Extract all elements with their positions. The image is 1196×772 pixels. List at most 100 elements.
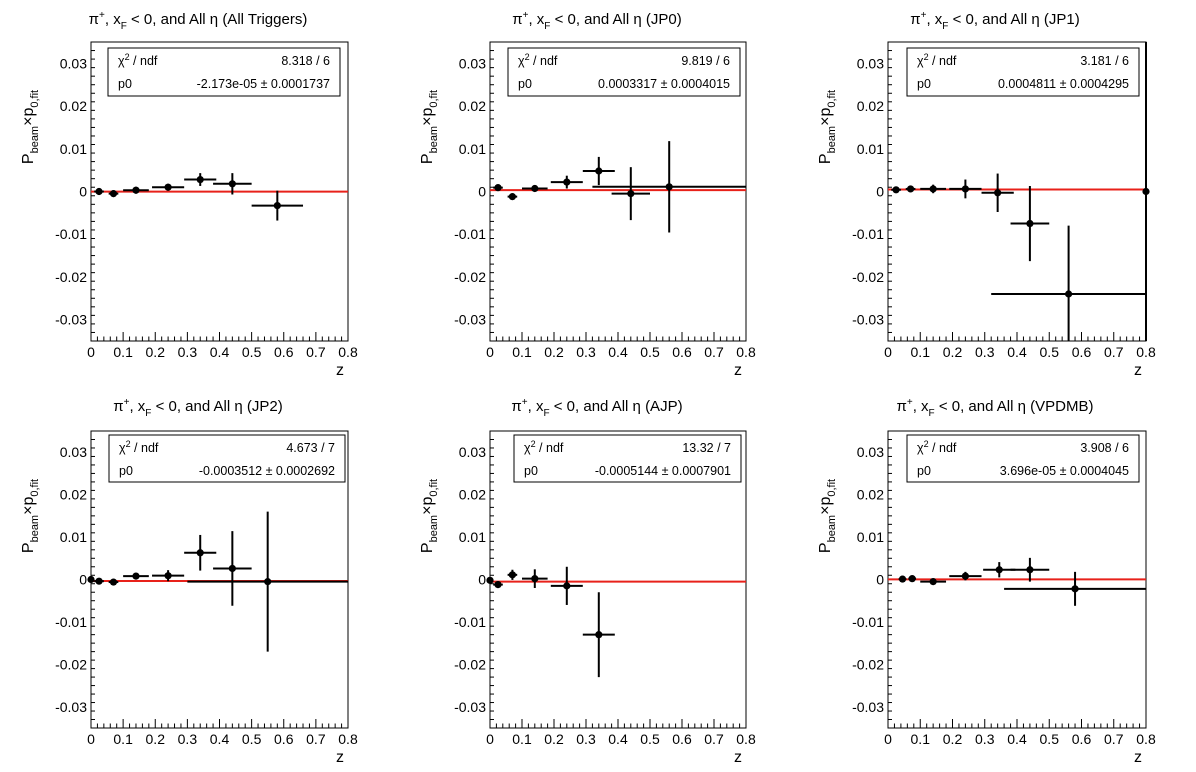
y-tick-label: 0.03 [459, 55, 486, 71]
x-tick-label: 0.6 [274, 344, 294, 360]
chart-title: π+, xF < 0, and All η (AJP) [511, 397, 682, 419]
data-point-7 [213, 531, 252, 606]
x-tick-label: 0.8 [736, 344, 756, 360]
stats-chi-rest: / ndf [130, 54, 158, 68]
stats-p0-value: 0.0004811 ± 0.0004295 [998, 77, 1129, 91]
chart-title: π+, xF < 0, and All η (JP0) [512, 10, 681, 32]
y-label-p: P [817, 153, 834, 164]
data-point-4 [152, 183, 185, 191]
x-tick-label: 0.4 [1007, 731, 1027, 747]
stats-chi-symbol: χ [518, 54, 525, 68]
panel-3: 0 0.1 0.2 0.3 0.4 0.5 0.6 0.7 0.8 -0.03 -0.02 -0.01… [817, 10, 1156, 379]
y-label-fit: 0,fit [428, 90, 440, 108]
y-tick-label: -0.03 [852, 312, 884, 328]
stats-box: χ2 / ndf 13.32 / 7 p0 -0.0005144 ± 0.000790… [513, 434, 742, 483]
data-point-5 [184, 173, 217, 186]
data-marker [1142, 187, 1150, 196]
y-label-times: ×p [20, 108, 37, 126]
data-marker [228, 564, 236, 573]
data-marker [961, 572, 970, 580]
data-point-3 [108, 578, 119, 586]
data-point-5 [983, 562, 1016, 578]
stats-chi-sup: 2 [125, 52, 130, 62]
y-label-fit: 0,fit [826, 90, 838, 108]
x-axis-label: z [1134, 362, 1142, 379]
data-point-6 [1010, 557, 1050, 582]
title-sup: + [907, 397, 913, 408]
x-tick-label: 0.7 [1104, 731, 1124, 747]
x-tick-label: 0.2 [943, 731, 963, 747]
stats-chi-rest: / ndf [530, 54, 558, 68]
x-tick-label: 0.3 [975, 731, 995, 747]
data-point-5 [152, 570, 185, 582]
title-pi: π [897, 398, 907, 415]
data-point-8 [187, 511, 348, 652]
title-rest: < 0, and All η (VPDMB) [935, 398, 1094, 415]
x-tick-label: 0.2 [544, 344, 564, 360]
y-tick-label: -0.02 [454, 656, 486, 672]
title-x: , x [528, 11, 544, 28]
y-label-p: P [419, 542, 436, 553]
x-tick-label: 0.5 [242, 731, 262, 747]
x-tick-label: 0.7 [704, 344, 724, 360]
y-label-times: ×p [419, 108, 436, 126]
y-tick-label: 0.02 [459, 98, 486, 114]
x-axis-label: z [734, 362, 742, 379]
x-tick-label: 0.1 [911, 344, 931, 360]
y-tick-label: 0.02 [459, 487, 486, 503]
data-point-5 [981, 173, 1014, 213]
x-tick-label: 0.2 [146, 731, 166, 747]
stats-chi2-label: χ2 / ndf [118, 52, 158, 68]
stats-box: χ2 / ndf 8.318 / 6 p0 -2.173e-05 ± 0.000173… [107, 47, 341, 97]
x-tick-label: 0.3 [576, 731, 596, 747]
y-tick-label: -0.02 [852, 269, 884, 285]
stats-chi-sup: 2 [924, 439, 929, 449]
stats-chi2-value: 4.673 / 7 [286, 441, 335, 455]
data-marker [1026, 566, 1034, 574]
stats-chi-symbol: χ [524, 441, 531, 455]
y-label-beam: beam [428, 126, 440, 154]
chart-title: π+, xF < 0, and All η (All Triggers) [89, 10, 308, 32]
y-tick-label: -0.01 [454, 614, 486, 630]
y-label-times: ×p [20, 497, 37, 515]
x-axis-label: z [336, 749, 344, 766]
data-marker [1026, 219, 1034, 228]
y-label-fit: 0,fit [428, 479, 440, 497]
data-marker [531, 575, 539, 583]
data-marker [898, 575, 907, 583]
data-point-5 [550, 566, 583, 605]
data-point-1 [486, 576, 494, 584]
data-marker [95, 187, 103, 196]
data-point-3 [522, 184, 548, 193]
data-point-4 [522, 569, 548, 588]
panel-4: 0 0.1 0.2 0.3 0.4 0.5 0.6 0.7 0.8 -0.03 -0.02 -0.01… [20, 397, 358, 766]
stats-box-frame [513, 434, 742, 483]
title-sub: F [544, 21, 550, 32]
data-marker [494, 184, 502, 192]
x-tick-label: 0.2 [943, 344, 963, 360]
y-label-beam: beam [428, 515, 440, 543]
y-label-beam: beam [29, 515, 41, 543]
title-rest: < 0, and All η (JP2) [151, 398, 282, 415]
data-marker [196, 175, 204, 184]
stats-chi-rest: / ndf [131, 441, 159, 455]
data-point-3 [920, 184, 947, 194]
y-label-p: P [817, 542, 834, 553]
data-point-5 [582, 156, 615, 186]
stats-box: χ2 / ndf 9.819 / 6 p0 0.0003317 ± 0.0004015 [507, 47, 741, 97]
y-tick-label: 0.02 [60, 98, 87, 114]
stats-chi-rest: / ndf [929, 441, 957, 455]
y-axis-label: Pbeam×p0,fit [817, 90, 838, 164]
y-tick-label: 0 [478, 184, 486, 200]
y-tick-label: 0.03 [459, 444, 486, 460]
y-tick-label: -0.03 [55, 312, 87, 328]
data-point-1 [94, 187, 104, 196]
stats-p0-label: p0 [119, 464, 133, 478]
data-marker [95, 577, 103, 585]
title-sup: + [523, 10, 529, 21]
x-tick-label: 0.1 [911, 731, 931, 747]
y-label-beam: beam [29, 126, 41, 154]
y-tick-label: 0.03 [60, 55, 87, 71]
stats-p0-value: 3.696e-05 ± 0.0004045 [1000, 464, 1129, 478]
x-tick-label: 0 [884, 731, 892, 747]
